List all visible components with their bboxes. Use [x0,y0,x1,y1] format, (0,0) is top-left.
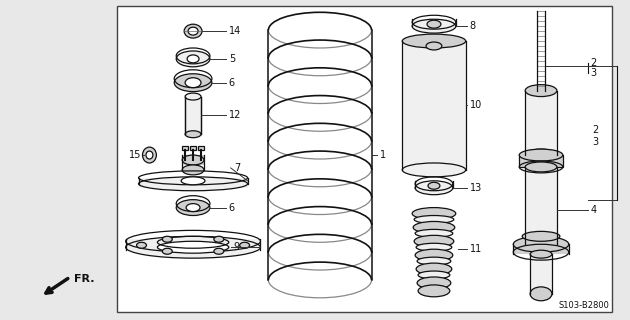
Text: 14: 14 [229,26,241,36]
Text: 11: 11 [469,244,482,254]
Ellipse shape [142,147,156,163]
Ellipse shape [146,151,153,159]
Bar [125,239,260,248]
Ellipse shape [415,249,453,261]
Ellipse shape [416,263,452,275]
Ellipse shape [412,19,455,33]
Text: 13: 13 [469,183,482,193]
Ellipse shape [176,51,210,67]
Bar [182,146,188,150]
Bar [139,178,248,188]
Text: 15: 15 [129,150,142,160]
Ellipse shape [415,181,453,195]
Ellipse shape [214,236,224,242]
Text: FR.: FR. [74,274,94,284]
Ellipse shape [417,277,451,289]
Text: 4: 4 [590,204,597,215]
Text: 7: 7 [234,163,240,173]
Ellipse shape [414,215,454,223]
Ellipse shape [185,93,201,100]
Ellipse shape [137,242,147,248]
Ellipse shape [427,20,441,28]
Ellipse shape [413,221,455,233]
Bar [525,167,557,244]
Ellipse shape [418,271,450,279]
Ellipse shape [182,155,204,165]
Text: 3: 3 [593,137,598,147]
Bar [519,155,563,167]
Text: 6: 6 [229,203,235,212]
Ellipse shape [402,34,466,48]
Ellipse shape [185,131,201,138]
Bar [190,146,196,150]
Ellipse shape [417,257,451,265]
Ellipse shape [513,236,569,252]
Text: 2: 2 [590,58,597,68]
Bar [513,244,569,254]
Ellipse shape [214,248,224,254]
Ellipse shape [525,162,557,172]
Ellipse shape [158,241,229,253]
Ellipse shape [415,229,453,237]
Ellipse shape [530,287,552,301]
Text: 6: 6 [229,78,235,88]
Ellipse shape [181,177,205,185]
Text: 2: 2 [593,125,599,135]
Bar [525,91,557,155]
Ellipse shape [163,236,172,242]
Ellipse shape [525,149,557,161]
Ellipse shape [163,248,172,254]
Ellipse shape [175,74,212,92]
Ellipse shape [522,231,560,241]
Bar [198,146,204,150]
Text: 9: 9 [234,242,240,252]
Bar [530,254,552,294]
Ellipse shape [186,204,200,212]
Text: 12: 12 [229,110,241,120]
Ellipse shape [125,236,260,258]
Ellipse shape [426,42,442,50]
Text: 8: 8 [469,21,476,31]
Bar [415,181,453,186]
Text: 10: 10 [469,100,482,110]
Ellipse shape [139,177,248,191]
Ellipse shape [418,285,450,297]
Ellipse shape [519,149,563,161]
Ellipse shape [428,182,440,189]
Bar [185,97,201,134]
Bar [117,6,612,312]
Ellipse shape [414,235,454,247]
Ellipse shape [176,200,210,215]
Ellipse shape [402,163,466,177]
Bar [412,19,455,25]
Ellipse shape [239,242,249,248]
Ellipse shape [412,208,455,220]
Text: S103-B2800: S103-B2800 [559,301,609,310]
Ellipse shape [416,243,452,251]
Ellipse shape [525,85,557,97]
Ellipse shape [182,165,204,175]
Ellipse shape [188,27,198,35]
Bar [402,41,466,170]
Text: 3: 3 [590,68,597,78]
Bar [182,155,204,165]
Text: 1: 1 [381,150,387,160]
Text: 5: 5 [229,54,235,64]
Ellipse shape [187,55,199,63]
Ellipse shape [525,239,557,249]
Ellipse shape [530,250,552,258]
Ellipse shape [184,24,202,38]
Ellipse shape [185,78,201,88]
